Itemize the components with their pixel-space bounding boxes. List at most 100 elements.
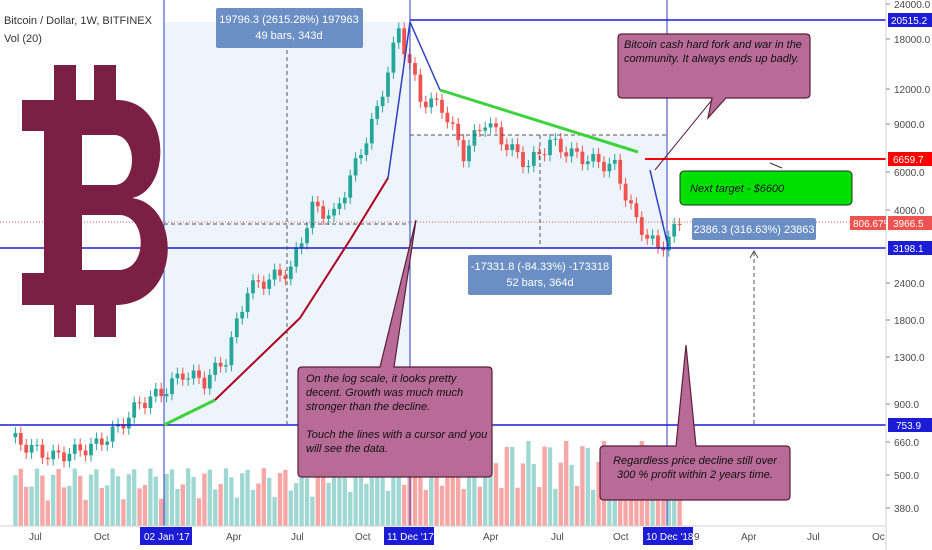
- candle-body[interactable]: [234, 318, 239, 338]
- candle-body[interactable]: [477, 130, 482, 132]
- candle-body[interactable]: [326, 215, 331, 219]
- candle-body[interactable]: [580, 151, 585, 165]
- candle-body[interactable]: [29, 444, 34, 453]
- candle-body[interactable]: [310, 201, 315, 229]
- candle-body[interactable]: [369, 118, 374, 144]
- fall-measure-box[interactable]: [468, 255, 612, 295]
- candle-body[interactable]: [13, 433, 18, 438]
- candle-body[interactable]: [143, 402, 147, 409]
- candle-body[interactable]: [677, 223, 682, 225]
- candle-body[interactable]: [504, 144, 509, 151]
- candle-body[interactable]: [396, 28, 401, 43]
- trendline-green-descending[interactable]: [439, 88, 639, 154]
- candle-body[interactable]: [548, 139, 552, 156]
- candle-body[interactable]: [618, 159, 623, 184]
- candle-body[interactable]: [342, 197, 347, 204]
- trendline-blue-fall[interactable]: [409, 21, 441, 91]
- candle-body[interactable]: [440, 99, 444, 113]
- candle-body[interactable]: [661, 247, 666, 251]
- candle-body[interactable]: [526, 165, 531, 168]
- candle-body[interactable]: [359, 154, 363, 159]
- candle-body[interactable]: [612, 159, 617, 164]
- candle-body[interactable]: [164, 394, 169, 397]
- candle-body[interactable]: [467, 145, 471, 162]
- candle-body[interactable]: [105, 441, 110, 445]
- candle-body[interactable]: [461, 140, 466, 162]
- trendline-blue-peak[interactable]: [387, 21, 411, 179]
- candle-body[interactable]: [191, 370, 196, 379]
- candle-body[interactable]: [89, 443, 93, 456]
- candle-body[interactable]: [531, 151, 536, 166]
- candle-body[interactable]: [391, 42, 396, 73]
- trendline-green-early[interactable]: [163, 398, 216, 427]
- candle-body[interactable]: [375, 106, 380, 119]
- candle-body[interactable]: [483, 127, 488, 131]
- candle-body[interactable]: [272, 269, 277, 280]
- candle-body[interactable]: [656, 235, 660, 248]
- candle-body[interactable]: [294, 248, 299, 267]
- candle-body[interactable]: [542, 154, 547, 156]
- candle-body[interactable]: [623, 183, 628, 201]
- candle-body[interactable]: [418, 74, 423, 102]
- candle-body[interactable]: [278, 269, 282, 276]
- candle-body[interactable]: [218, 362, 223, 367]
- candle-body[interactable]: [99, 438, 104, 445]
- candle-body[interactable]: [148, 396, 153, 409]
- trendline-red-growth-3[interactable]: [349, 177, 389, 241]
- candle-body[interactable]: [256, 280, 261, 282]
- candle-body[interactable]: [639, 217, 644, 235]
- candle-body[interactable]: [450, 122, 455, 124]
- candle-body[interactable]: [602, 161, 606, 172]
- candle-body[interactable]: [51, 450, 56, 460]
- candle-body[interactable]: [267, 279, 272, 289]
- candle-body[interactable]: [62, 452, 66, 462]
- candle-body[interactable]: [521, 152, 525, 168]
- candle-body[interactable]: [213, 362, 218, 375]
- candle-body[interactable]: [83, 450, 88, 456]
- candle-body[interactable]: [569, 148, 574, 157]
- rebound-measure-box[interactable]: [692, 218, 816, 240]
- candle-body[interactable]: [35, 444, 39, 446]
- candle-body[interactable]: [596, 153, 601, 162]
- candle-body[interactable]: [180, 373, 185, 380]
- candle-body[interactable]: [159, 388, 164, 397]
- candle-body[interactable]: [353, 158, 358, 176]
- profit-callout[interactable]: [599, 344, 791, 501]
- candle-body[interactable]: [348, 175, 353, 198]
- candle-body[interactable]: [94, 438, 99, 444]
- candle-body[interactable]: [445, 112, 450, 123]
- candle-body[interactable]: [137, 402, 142, 404]
- trendline-red-growth-2[interactable]: [299, 239, 351, 319]
- candle-body[interactable]: [472, 130, 477, 146]
- candle-body[interactable]: [672, 223, 677, 237]
- candle-body[interactable]: [240, 312, 245, 319]
- candle-body[interactable]: [337, 203, 342, 209]
- candle-body[interactable]: [197, 370, 201, 378]
- candle-body[interactable]: [607, 163, 612, 172]
- candle-body[interactable]: [558, 138, 563, 153]
- rise-measure-box[interactable]: [216, 8, 363, 48]
- candle-body[interactable]: [45, 457, 50, 460]
- candle-body[interactable]: [299, 243, 304, 249]
- candle-body[interactable]: [515, 144, 520, 153]
- candle-body[interactable]: [434, 98, 439, 100]
- candle-body[interactable]: [321, 206, 326, 219]
- candle-body[interactable]: [488, 123, 493, 128]
- candle-body[interactable]: [564, 152, 569, 157]
- candle-body[interactable]: [153, 388, 158, 397]
- candle-body[interactable]: [315, 201, 320, 207]
- candle-body[interactable]: [429, 98, 434, 108]
- candle-body[interactable]: [537, 151, 542, 155]
- candle-body[interactable]: [494, 123, 498, 128]
- candle-body[interactable]: [510, 144, 515, 151]
- candle-body[interactable]: [224, 365, 228, 367]
- candle-body[interactable]: [261, 281, 266, 289]
- candle-body[interactable]: [245, 293, 250, 313]
- candle-body[interactable]: [126, 417, 131, 429]
- candle-body[interactable]: [650, 235, 655, 239]
- candle-body[interactable]: [40, 444, 45, 458]
- candle-body[interactable]: [634, 203, 639, 218]
- candle-body[interactable]: [402, 28, 407, 55]
- candle-body[interactable]: [24, 444, 29, 453]
- candle-body[interactable]: [666, 236, 671, 251]
